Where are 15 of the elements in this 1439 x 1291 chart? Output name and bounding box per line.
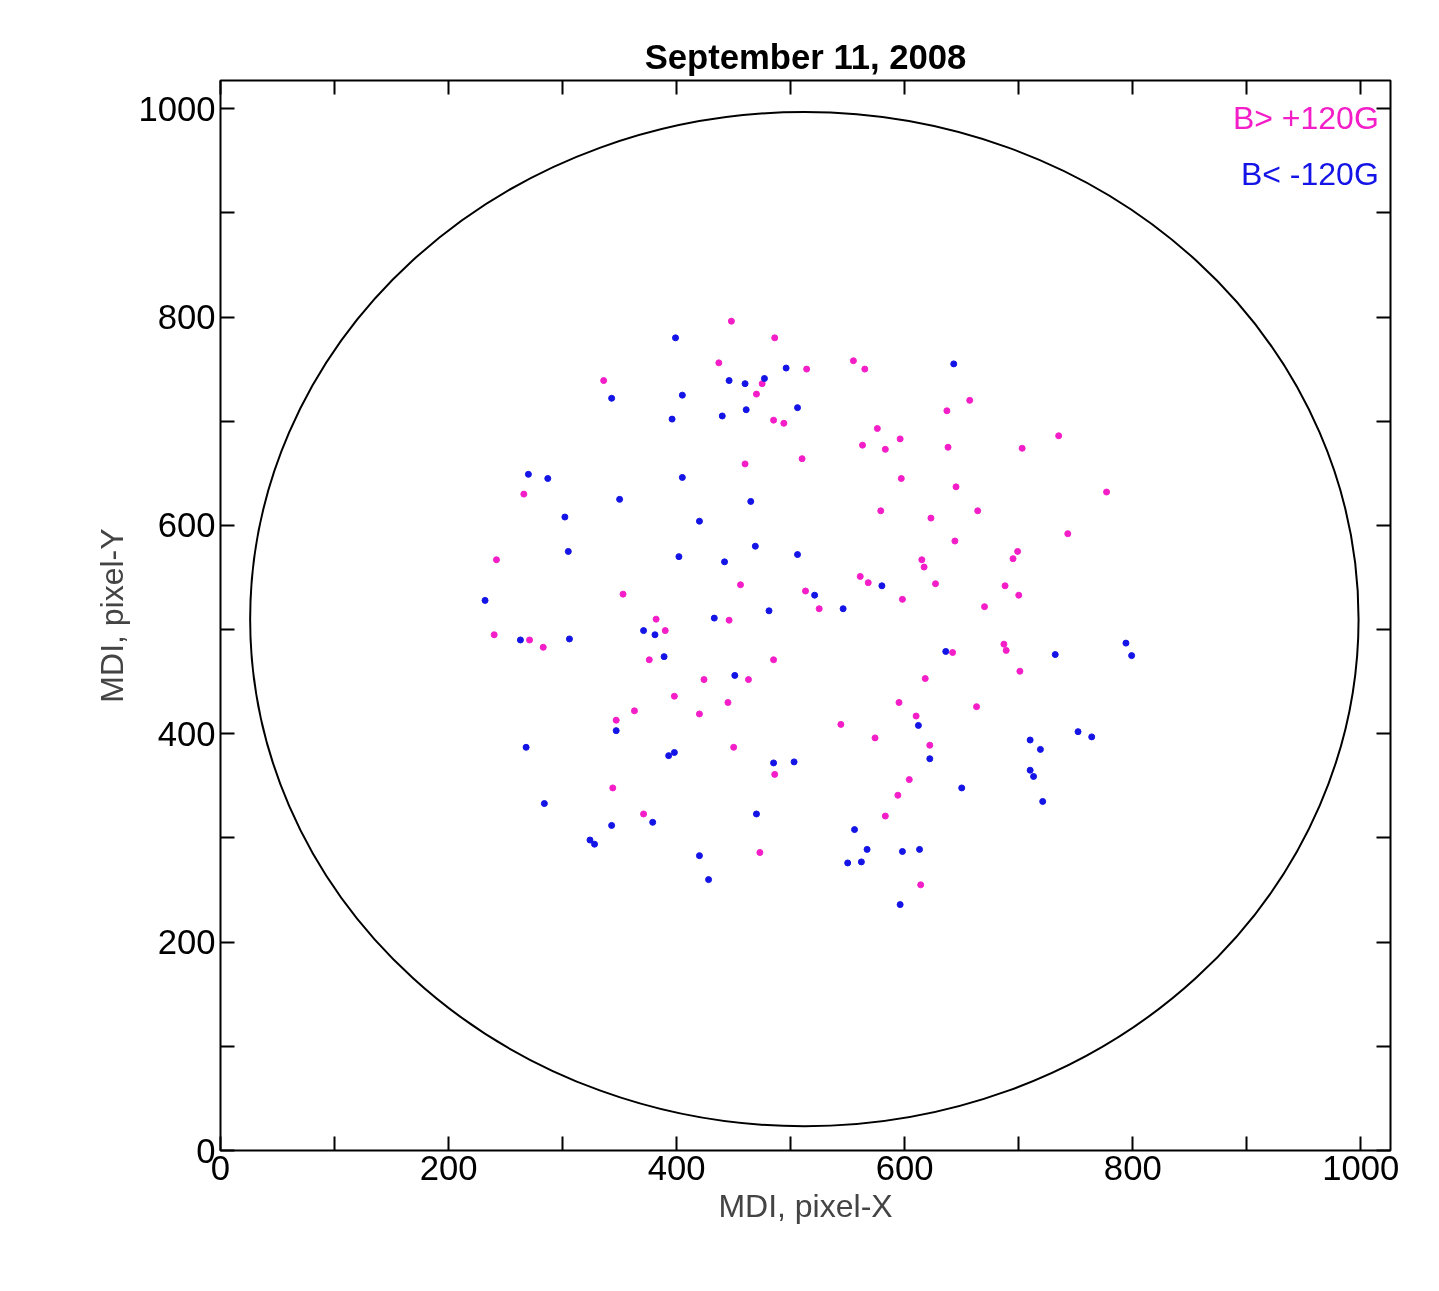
x-tick-label: 1000 [1322,1148,1400,1187]
text: B> +120G [1232,99,1379,136]
x-tick-label: 400 [647,1148,706,1187]
chart-title: September 11, 2008 [644,37,967,76]
x-tick-label: 600 [875,1148,934,1187]
y-axis-title: MDI, pixel-Y [94,528,131,703]
y-tick-label: 1000 [138,89,216,128]
y-tick-label: 600 [157,506,216,545]
y-tick-label: 200 [157,923,216,962]
x-axis-title: MDI, pixel-X [718,1187,893,1224]
x-tick-label: 200 [419,1148,478,1187]
x-tick-label: 800 [1103,1148,1162,1187]
y-tick-label: 400 [157,714,216,753]
y-tick-label: 800 [157,298,216,336]
text: B< -120G [1240,155,1379,192]
